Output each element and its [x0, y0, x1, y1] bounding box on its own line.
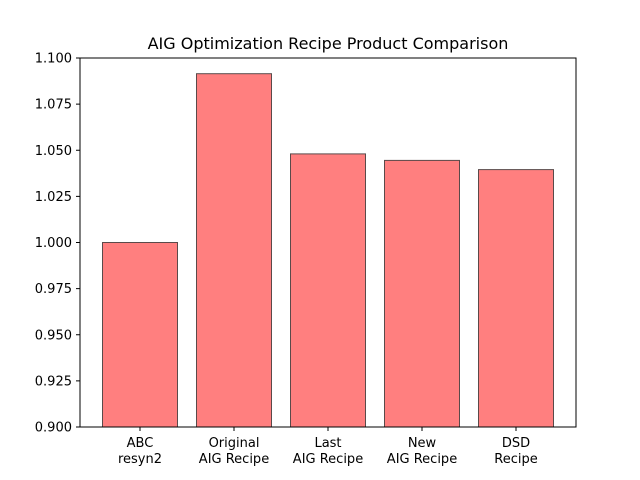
x-tick-label: New AIG Recipe	[387, 436, 457, 467]
chart-title: AIG Optimization Recipe Product Comparis…	[148, 34, 509, 53]
bar-3	[384, 159, 460, 428]
bar-0	[102, 242, 178, 428]
y-tick-label: 0.925	[35, 374, 72, 389]
bar-1	[196, 73, 272, 428]
y-tick-label: 0.900	[35, 421, 72, 436]
y-tick-label: 1.100	[35, 52, 72, 67]
x-tick-label: ABC resyn2	[118, 436, 162, 467]
y-tick-label: 1.075	[35, 98, 72, 113]
y-axis: 0.900 0.925 0.950 0.975 1.000 1.025 1.050 1.075…	[35, 52, 80, 436]
plot-frame	[79, 57, 577, 428]
bar-4	[478, 169, 554, 428]
x-tick-label: Last AIG Recipe	[293, 436, 363, 467]
bars-group	[102, 73, 554, 428]
y-tick-label: 1.050	[35, 144, 72, 159]
x-axis: ABC resyn2 Original AIG Recipe Last AIG Recip…	[118, 427, 538, 467]
x-tick-label: Original AIG Recipe	[199, 436, 269, 467]
y-tick-label: 1.000	[35, 236, 72, 251]
y-tick-label: 1.025	[35, 190, 72, 205]
bar-2	[290, 153, 366, 428]
y-tick-label: 0.950	[35, 328, 72, 343]
x-tick-label: DSD Recipe	[494, 436, 537, 467]
y-tick-label: 0.975	[35, 282, 72, 297]
